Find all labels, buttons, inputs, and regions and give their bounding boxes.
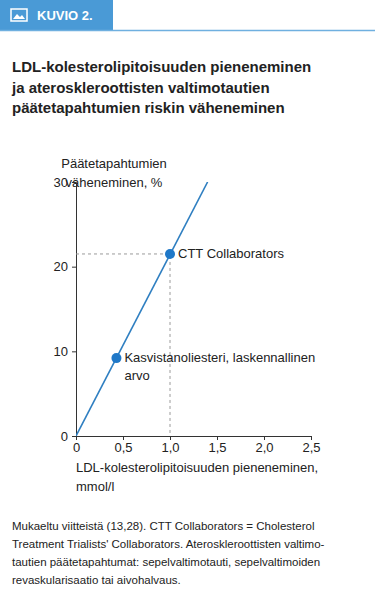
y-tick-mark [72,436,76,437]
x-tick-label: 2,0 [255,440,273,455]
x-tick: 2,5 [302,436,320,455]
figure: KUVIO 2. LDL-kolesterolipitoisuuden piene… [0,0,375,603]
point-label: CTT Collaborators [178,246,284,261]
x-tick: 2,0 [255,436,273,455]
figure-label: KUVIO 2. [37,8,93,23]
y-axis-title: väheneminen, % [66,175,163,190]
x-tick: 1,0 [161,436,179,455]
x-tick: 1,5 [208,436,226,455]
point [111,353,121,363]
title: päätetapahtumien riskin väheneminen [12,99,285,116]
x-tick: 0,5 [114,436,132,455]
x-tick-label: 0 [73,440,80,455]
x-tick-label: 1,5 [208,440,226,455]
x-tick: 0 [73,436,80,455]
y-tick-label: 30 [54,175,68,190]
y-tick-mark [72,351,76,352]
trend-line [76,182,208,436]
y-tick: 30 [54,175,76,190]
x-tick-label: 1,0 [161,440,179,455]
y-tick-mark [72,182,76,183]
icon-frame [11,9,27,21]
y-tick-label: 20 [54,259,68,274]
title: LDL-kolesterolipitoisuuden pieneneminen [12,58,311,75]
point-labels: CTT Collaborators Kasvistanoliesteri, las… [124,246,315,383]
x-tick-label: 0,5 [114,440,132,455]
icon-shape [13,14,25,19]
point-label: arvo [124,368,149,383]
tab-rule [0,30,375,32]
x-axis-line [77,437,312,441]
y-axis: 0 10 20 30 [54,175,77,444]
title: ja ateroskleroottisten valtimotautien [11,79,270,96]
note: tautien päätetapahtumat: sepelvaltimotau… [12,556,320,568]
y-tick-label: 10 [54,344,68,359]
y-tick-mark [72,267,76,268]
point [165,249,175,259]
plot-area [76,182,208,436]
point-label: Kasvistanoliesteri, laskennallinen [124,350,315,365]
y-tick-label: 0 [61,429,68,444]
y-tick: 20 [54,259,76,274]
note: Treatment Trialists' Collaborators. Ater… [12,538,325,550]
y-axis-line [72,183,77,437]
x-axis-title: mmol/l [76,479,114,494]
icon [11,9,27,21]
x-axis-title: LDL-kolesterolipitoisuuden pieneneminen, [76,460,318,475]
x-axis: 0 0,5 1,0 1,5 2,0 2,5 [73,436,321,455]
note: revaskularisaatio tai aivohalvaus. [12,574,181,586]
x-tick-label: 2,5 [302,440,320,455]
y-tick: 0 [61,429,76,444]
y-axis-title: Päätetapahtumien [61,156,167,171]
tab [0,0,113,30]
note: Mukaeltu viitteistä (13,28). CTT Collabo… [12,520,314,532]
y-tick: 10 [54,344,76,359]
